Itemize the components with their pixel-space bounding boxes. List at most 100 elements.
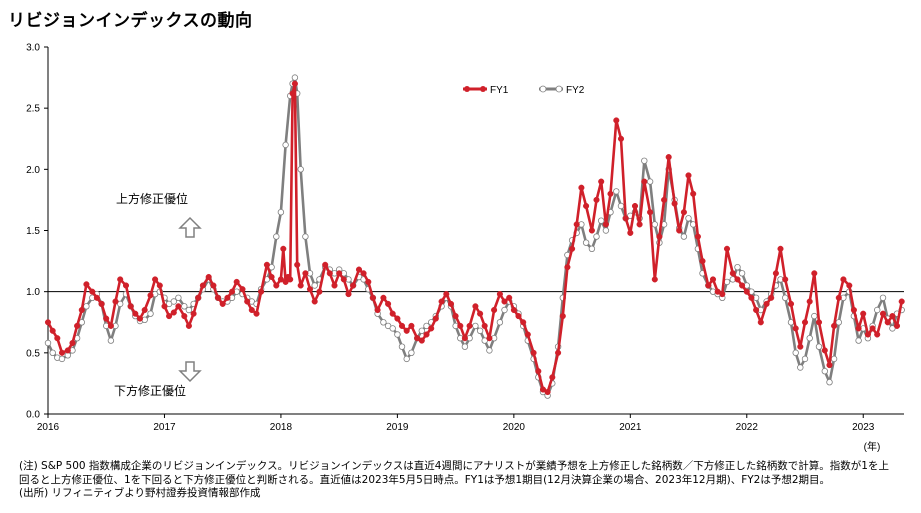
data-point-fy1 [884,319,891,326]
data-point-fy1 [690,190,697,197]
data-point-fy1 [846,282,853,289]
data-point-fy1 [631,202,639,210]
data-point-fy1 [244,298,251,305]
data-point-fy2 [83,303,90,310]
data-point-fy1 [175,303,182,310]
data-point-fy2 [311,282,318,289]
data-point-fy1 [641,178,648,185]
data-point-fy2 [582,239,590,246]
data-point-fy1 [636,221,643,228]
data-point-fy1 [889,313,896,320]
data-point-fy1 [224,294,231,301]
page-title: リビジョンインデックスの動向 [8,11,253,31]
data-point-fy1 [757,319,764,326]
data-point-fy2 [811,312,818,320]
data-point-fy1 [792,325,799,332]
data-point-fy1 [815,319,823,326]
data-point-fy1 [821,347,828,354]
axes [47,47,904,415]
data-point-fy1 [443,291,450,298]
data-point-fy1 [248,306,255,314]
data-point-fy1 [219,300,226,307]
data-point-fy1 [573,221,580,228]
footnotes: (注) S&P 500 指数構成企業のリビジョンインデックス。リビジョンインデッ… [19,460,914,501]
series-line-fy1 [46,82,903,394]
data-point-fy2 [486,347,493,354]
data-point-fy1 [787,300,795,307]
data-point-fy1 [263,261,270,268]
data-point-fy1 [520,319,527,326]
data-point-fy1 [447,300,455,307]
data-point-fy1 [228,288,236,295]
data-point-fy1 [739,282,746,289]
y-tick-label: 0.5 [26,348,40,359]
data-point-fy2 [481,337,488,344]
data-point-fy1 [753,306,760,314]
data-point-fy2 [806,335,813,342]
data-point-fy1 [365,278,372,285]
data-point-fy1 [506,294,513,301]
data-point-fy1 [588,227,595,234]
data-point-fy2 [797,364,804,371]
legend: FY1 FY2 [463,85,585,96]
data-point-fy1 [564,264,571,271]
data-point-fy1 [117,276,124,283]
data-point-fy2 [472,322,479,330]
data-point-fy1 [170,309,177,316]
x-tick-label: 2019 [386,422,409,433]
x-tick-label: 2016 [37,422,60,433]
data-point-fy1 [826,362,833,369]
data-point-fy1 [782,276,789,283]
data-point-fy1 [152,276,159,283]
data-point-fy1 [598,178,605,185]
data-point-fy1 [195,294,202,301]
data-point-fy2 [116,300,124,308]
data-point-fy1 [331,282,338,289]
legend-fy1-marker [480,86,486,92]
data-point-fy1 [147,292,154,299]
x-tick-label: 2023 [852,422,875,433]
data-point-fy2 [782,294,789,301]
y-tick-labels: 0.0 0.5 1.0 1.5 2.0 2.5 3.0 [26,43,48,421]
data-point-fy1 [694,233,701,240]
data-point-fy1 [831,322,838,329]
data-point-fy1 [93,294,100,301]
data-point-fy1 [647,209,654,216]
data-point-fy2 [175,294,182,301]
data-point-fy1 [122,282,130,289]
down-arrow-icon [178,361,202,383]
data-point-fy1 [477,310,484,317]
data-point-fy1 [622,215,629,222]
data-point-fy2 [461,343,469,350]
data-point-fy2 [593,233,600,240]
data-point-fy1 [524,331,531,338]
data-point-fy1 [530,349,537,356]
data-point-fy1 [185,322,192,329]
data-point-fy2 [889,325,896,332]
data-point-fy1 [893,322,901,329]
footnote-line-3: (出所) リフィニティブより野村證券投資情報部作成 [19,487,261,499]
data-point-fy1 [214,294,222,301]
data-point-fy1 [385,300,392,307]
data-point-fy2 [826,379,833,386]
data-point-fy1 [578,184,585,191]
data-point-fy1 [491,306,498,314]
y-tick-label: 1.0 [26,287,40,298]
data-point-fy1 [205,273,212,281]
data-point-fy1 [879,310,887,317]
data-point-fy1 [268,273,275,281]
data-point-fy1 [280,245,287,252]
data-point-fy2 [685,215,692,222]
data-point-fy1 [311,298,318,305]
data-point-fy1 [613,117,620,124]
data-point-fy1 [380,294,387,301]
y-tick-label: 2.5 [26,104,40,115]
data-point-fy1 [768,294,775,301]
data-point-fy1 [54,335,61,342]
data-point-fy2 [147,310,154,317]
data-point-fy2 [617,202,625,210]
data-point-fy2 [602,227,610,234]
data-point-fy1 [398,322,406,329]
data-point-fy1 [705,282,712,289]
data-point-fy1 [438,298,445,305]
